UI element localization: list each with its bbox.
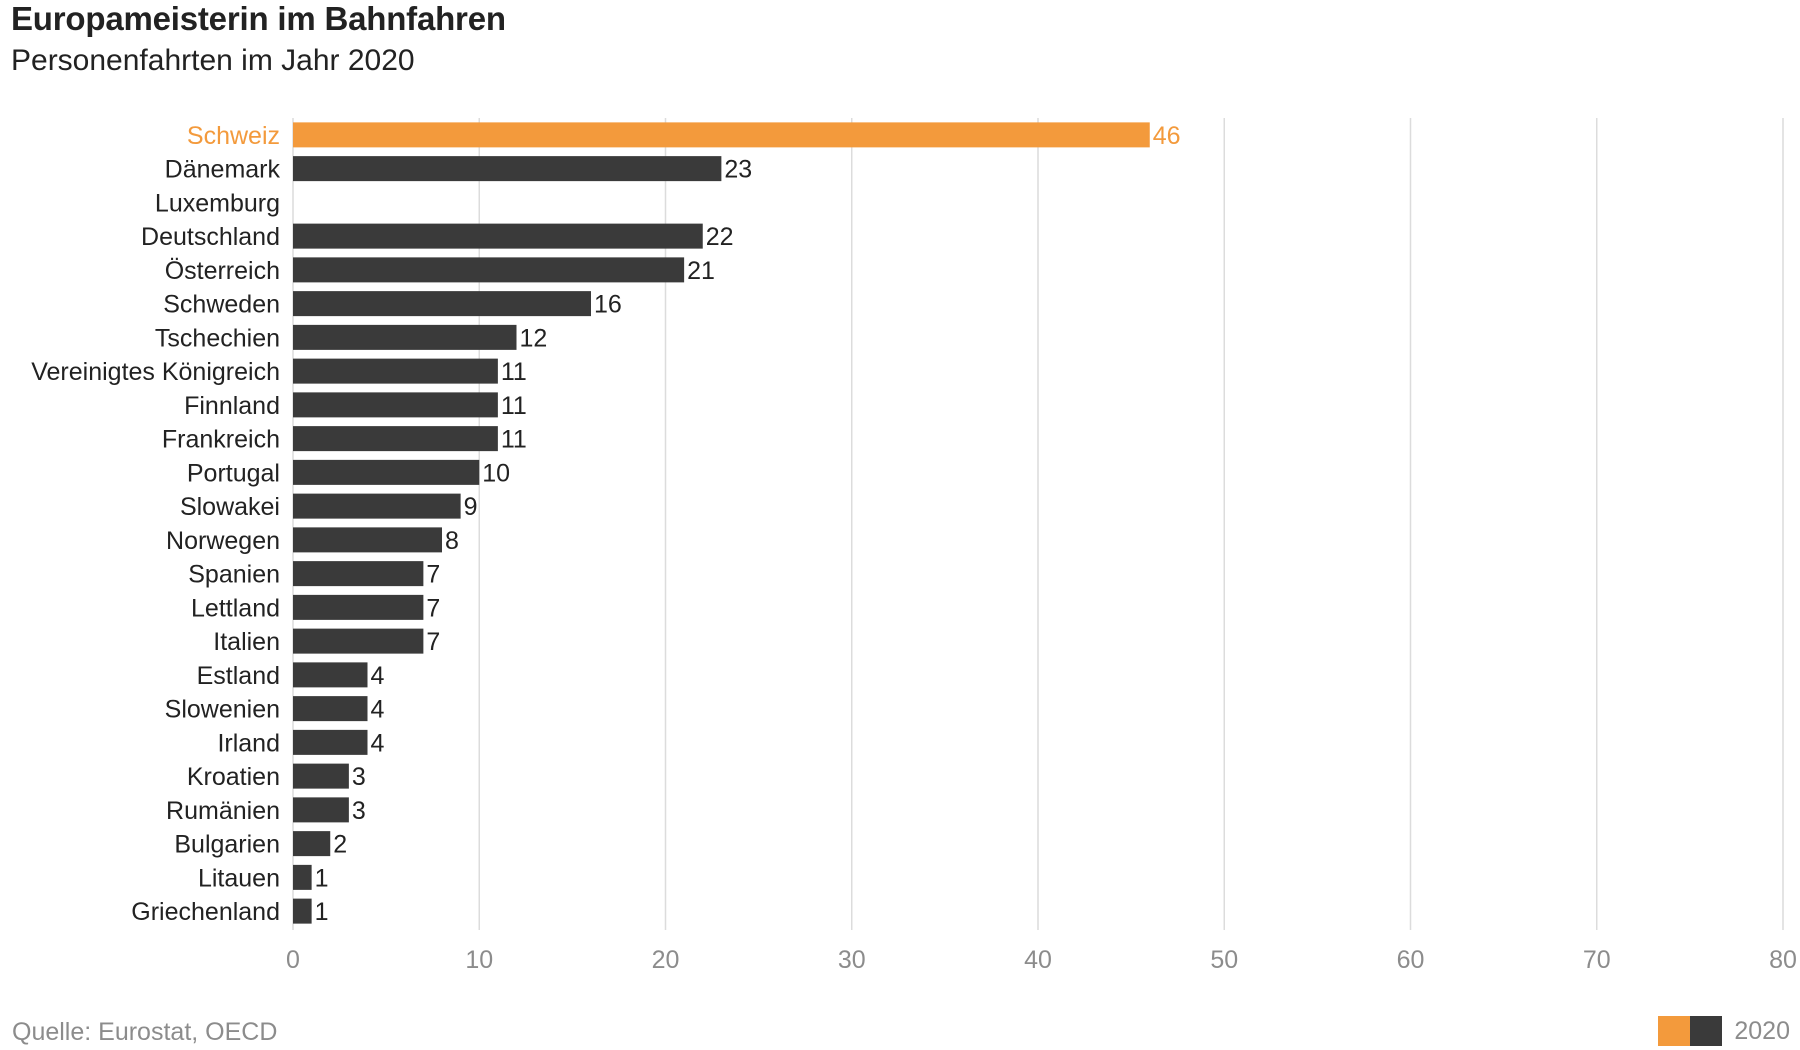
value-label: 11 <box>501 358 527 386</box>
category-label: Luxemburg <box>155 189 280 217</box>
bar <box>293 156 722 182</box>
bar <box>293 797 349 823</box>
category-label: Tschechien <box>155 324 280 352</box>
value-label: 11 <box>501 392 527 420</box>
bar <box>293 594 424 620</box>
category-label: Vereinigtes Königreich <box>31 358 280 386</box>
category-label: Finnland <box>184 392 280 420</box>
bar <box>293 324 517 350</box>
category-label: Slowakei <box>180 493 280 521</box>
bar <box>293 358 498 384</box>
x-tick-label: 40 <box>1024 946 1052 974</box>
x-tick-label: 30 <box>838 946 866 974</box>
bar <box>293 763 349 789</box>
category-label: Schweden <box>163 291 280 319</box>
category-label: Griechenland <box>131 898 280 926</box>
value-label: 9 <box>464 493 478 521</box>
legend-swatch-highlight <box>1658 1016 1691 1046</box>
bar <box>293 561 424 587</box>
bar <box>293 864 312 890</box>
value-label: 22 <box>706 223 734 251</box>
value-label: 23 <box>724 156 752 184</box>
bar <box>293 527 442 553</box>
bar <box>293 696 368 722</box>
x-tick-label: 20 <box>652 946 680 974</box>
bar <box>293 392 498 418</box>
value-label: 7 <box>426 561 440 589</box>
category-label: Österreich <box>165 257 280 285</box>
value-label: 10 <box>482 459 510 487</box>
category-label: Bulgarien <box>174 831 280 859</box>
value-label: 12 <box>520 324 548 352</box>
value-label: 3 <box>352 797 366 825</box>
bar <box>293 257 685 283</box>
category-label: Irland <box>217 729 280 757</box>
value-label: 3 <box>352 763 366 791</box>
x-tick-label: 50 <box>1210 946 1238 974</box>
bar <box>293 223 703 249</box>
value-label: 2 <box>333 831 347 859</box>
bar <box>293 291 591 317</box>
bar <box>293 459 480 485</box>
value-label: 1 <box>315 898 329 926</box>
x-tick-label: 10 <box>465 946 493 974</box>
x-tick-label: 0 <box>286 946 300 974</box>
category-label: Italien <box>213 628 280 656</box>
value-label: 1 <box>315 864 329 892</box>
category-label: Frankreich <box>162 426 280 454</box>
category-label: Rumänien <box>166 797 280 825</box>
bar <box>293 831 331 857</box>
value-label: 4 <box>371 662 385 690</box>
bar <box>293 662 368 688</box>
bar <box>293 628 424 654</box>
category-label: Deutschland <box>141 223 280 251</box>
value-label: 4 <box>371 696 385 724</box>
category-label: Litauen <box>198 864 280 892</box>
category-label: Norwegen <box>166 527 280 555</box>
legend: 2020 <box>1658 1016 1790 1046</box>
x-tick-label: 70 <box>1583 946 1611 974</box>
category-label: Kroatien <box>187 763 280 791</box>
category-label: Schweiz <box>187 122 280 150</box>
chart-subtitle: Personenfahrten im Jahr 2020 <box>11 44 415 77</box>
value-label: 7 <box>426 628 440 656</box>
value-label: 16 <box>594 291 622 319</box>
value-label: 8 <box>445 527 459 555</box>
category-label: Estland <box>197 662 280 690</box>
value-label: 21 <box>687 257 715 285</box>
bar <box>293 898 312 924</box>
value-label: 4 <box>371 729 385 757</box>
value-label: 11 <box>501 426 527 454</box>
category-label: Spanien <box>188 561 280 589</box>
x-tick-label: 80 <box>1769 946 1797 974</box>
bar <box>293 729 368 755</box>
legend-label: 2020 <box>1734 1016 1790 1045</box>
value-label: 7 <box>426 594 440 622</box>
value-label: 46 <box>1153 122 1181 150</box>
legend-swatch-default <box>1690 1016 1723 1046</box>
category-label: Lettland <box>191 594 280 622</box>
category-label: Dänemark <box>165 156 281 184</box>
chart-title: Europameisterin im Bahnfahren <box>11 0 506 37</box>
x-tick-label: 60 <box>1397 946 1425 974</box>
category-label: Slowenien <box>165 696 280 724</box>
bar <box>293 426 498 452</box>
category-label: Portugal <box>187 459 280 487</box>
bar <box>293 122 1150 148</box>
source-note: Quelle: Eurostat, OECD <box>12 1018 278 1046</box>
bar <box>293 493 461 519</box>
